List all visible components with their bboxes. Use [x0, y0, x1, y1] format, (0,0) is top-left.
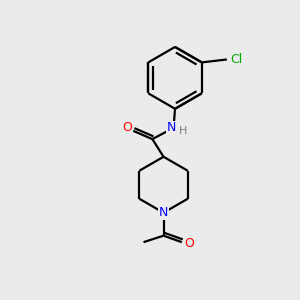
Text: O: O: [122, 121, 132, 134]
Text: O: O: [184, 237, 194, 250]
Text: Cl: Cl: [230, 53, 242, 66]
Text: H: H: [179, 126, 187, 136]
Text: N: N: [159, 206, 168, 219]
Text: N: N: [167, 122, 176, 134]
